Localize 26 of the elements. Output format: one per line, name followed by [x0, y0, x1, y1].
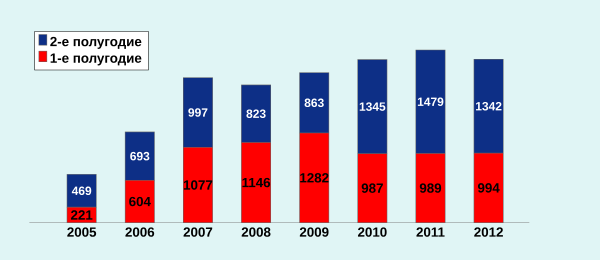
data-label: 469: [72, 186, 92, 196]
data-label: 1282: [300, 173, 328, 183]
data-label: 863: [304, 98, 324, 108]
data-label: 604: [129, 196, 151, 206]
data-label: 997: [188, 108, 208, 117]
data-label: 994: [478, 183, 500, 193]
x-tick-label: 2008: [242, 227, 270, 237]
data-label: 1146: [242, 178, 270, 188]
data-label: 693: [130, 152, 150, 160]
data-label: 221: [71, 210, 92, 220]
data-label: 989: [420, 183, 442, 193]
data-label: 1077: [184, 180, 212, 190]
x-tick-label: 2011: [416, 227, 445, 237]
x-tick-label: 2006: [125, 227, 154, 237]
data-label: 1479: [418, 98, 444, 106]
legend-label: 1-е полугодие: [50, 54, 142, 66]
data-label: 987: [362, 183, 383, 193]
data-label: 823: [246, 109, 266, 118]
data-label: 1342: [476, 102, 502, 110]
data-label: 1345: [360, 102, 386, 111]
legend-label: 2-е полугодие: [50, 36, 142, 49]
x-tick-label: 2007: [184, 227, 212, 237]
x-tick-label: 2012: [474, 227, 503, 237]
x-tick-label: 2005: [67, 227, 96, 237]
x-tick-label: 2010: [358, 227, 387, 237]
x-tick-label: 2009: [300, 227, 329, 237]
